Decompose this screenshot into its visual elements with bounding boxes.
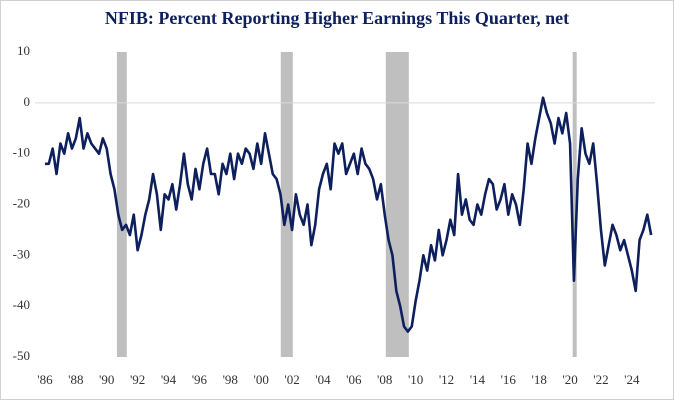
x-tick-label: '00 [253, 372, 268, 387]
x-tick-label: '24 [624, 372, 640, 387]
recession-band [280, 52, 293, 357]
x-tick-label: '14 [470, 372, 486, 387]
x-tick-label: '90 [99, 372, 114, 387]
y-tick-label: 0 [24, 94, 31, 109]
recession-band [572, 52, 577, 357]
x-tick-label: '18 [531, 372, 546, 387]
y-tick-label: -30 [13, 246, 30, 261]
x-tick-label: '98 [223, 372, 238, 387]
y-tick-label: 10 [17, 43, 30, 58]
x-tick-label: '06 [346, 372, 362, 387]
x-tick-label: '10 [408, 372, 423, 387]
x-tick-label: '22 [593, 372, 608, 387]
x-tick-label: '12 [439, 372, 454, 387]
y-tick-label: -10 [13, 145, 30, 160]
x-tick-label: '08 [377, 372, 392, 387]
y-tick-label: -20 [13, 195, 30, 210]
recession-band [385, 52, 409, 357]
x-tick-label: '94 [161, 372, 177, 387]
recession-band [116, 52, 127, 357]
x-tick-label: '16 [501, 372, 517, 387]
chart-title: NFIB: Percent Reporting Higher Earnings … [105, 8, 569, 28]
x-tick-label: '96 [192, 372, 208, 387]
x-tick-label: '04 [315, 372, 331, 387]
x-tick-label: '20 [562, 372, 577, 387]
y-tick-label: -50 [13, 348, 30, 363]
x-tick-label: '92 [130, 372, 145, 387]
x-tick-label: '86 [37, 372, 53, 387]
x-tick-label: '02 [284, 372, 299, 387]
data-line [44, 96, 653, 333]
x-tick-label: '88 [68, 372, 83, 387]
y-tick-label: -40 [13, 297, 30, 312]
